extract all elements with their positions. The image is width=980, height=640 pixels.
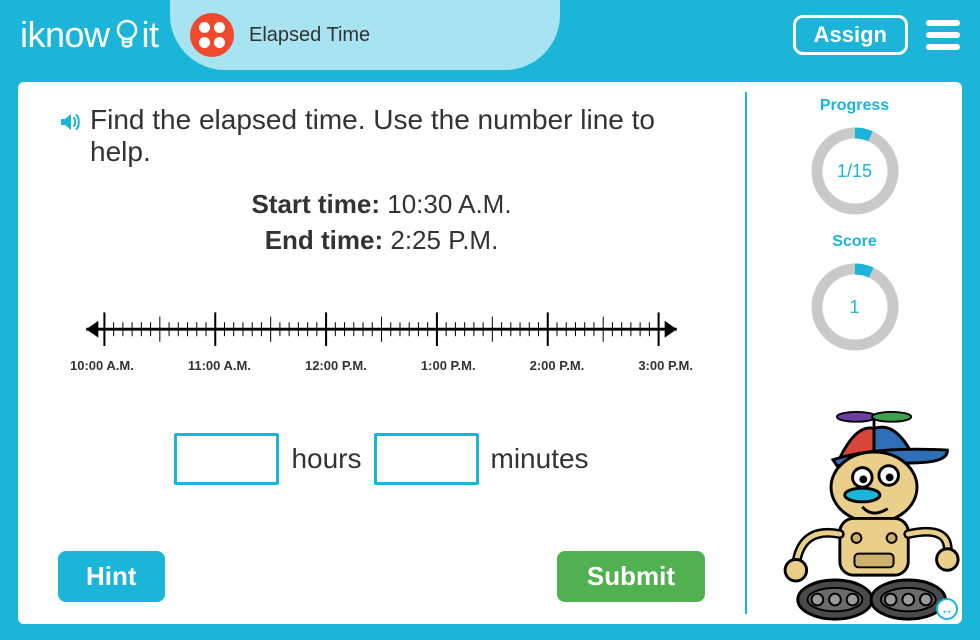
progress-ring: 1/15 bbox=[807, 123, 903, 219]
number-line-tick-label: 2:00 P.M. bbox=[530, 358, 585, 373]
number-line: 10:00 A.M. 11:00 A.M. 12:00 P.M. 1:00 P.M. 2… bbox=[68, 304, 695, 373]
number-line-tick-label: 12:00 P.M. bbox=[305, 358, 367, 373]
number-line-tick-label: 1:00 P.M. bbox=[421, 358, 476, 373]
sidebar: Progress 1/15 Score 1 bbox=[747, 82, 962, 624]
header: iknowit Elapsed Time Assign bbox=[0, 0, 980, 70]
logo-text-it: it bbox=[142, 14, 159, 56]
end-label: End time: bbox=[265, 225, 383, 255]
four-dots-icon[interactable] bbox=[190, 13, 234, 57]
end-value: 2:25 P.M. bbox=[390, 225, 498, 255]
hamburger-menu-icon[interactable] bbox=[926, 20, 960, 50]
header-right: Assign bbox=[793, 15, 960, 55]
number-line-labels: 10:00 A.M. 11:00 A.M. 12:00 P.M. 1:00 P.M. 2… bbox=[68, 358, 695, 373]
times-block: Start time: 10:30 A.M. End time: 2:25 P.… bbox=[58, 186, 705, 259]
number-line-tick-label: 10:00 A.M. bbox=[70, 358, 134, 373]
app-frame: iknowit Elapsed Time Assign Find the ela… bbox=[0, 0, 980, 640]
speaker-icon[interactable] bbox=[58, 110, 82, 168]
lesson-title-pill: Elapsed Time bbox=[170, 0, 560, 70]
progress-label: Progress bbox=[820, 97, 889, 115]
answer-row: hours minutes bbox=[58, 433, 705, 485]
logo-text-iknow: iknow bbox=[20, 14, 110, 56]
logo[interactable]: iknowit bbox=[20, 14, 159, 56]
submit-button[interactable]: Submit bbox=[557, 551, 705, 602]
number-line-tick-label: 11:00 A.M. bbox=[188, 358, 251, 373]
bottom-row: Hint Submit bbox=[58, 551, 705, 602]
hint-button[interactable]: Hint bbox=[58, 551, 165, 602]
robot-mascot bbox=[747, 409, 962, 624]
question-row: Find the elapsed time. Use the number li… bbox=[58, 104, 705, 168]
hours-label: hours bbox=[291, 443, 361, 475]
lesson-title: Elapsed Time bbox=[249, 24, 370, 47]
assign-button[interactable]: Assign bbox=[793, 15, 908, 55]
number-line-tick-label: 3:00 P.M. bbox=[638, 358, 693, 373]
main-panel: Find the elapsed time. Use the number li… bbox=[18, 82, 745, 624]
question-text: Find the elapsed time. Use the number li… bbox=[90, 104, 705, 168]
resize-icon[interactable]: ↔ bbox=[936, 598, 958, 620]
score-ring: 1 bbox=[807, 259, 903, 355]
minutes-input[interactable] bbox=[374, 433, 479, 485]
score-label: Score bbox=[832, 233, 876, 251]
hours-input[interactable] bbox=[174, 433, 279, 485]
start-label: Start time: bbox=[251, 189, 380, 219]
start-value: 10:30 A.M. bbox=[387, 189, 511, 219]
progress-value: 1/15 bbox=[807, 123, 903, 219]
score-value: 1 bbox=[807, 259, 903, 355]
lightbulb-icon bbox=[116, 18, 138, 52]
content-card: Find the elapsed time. Use the number li… bbox=[18, 82, 962, 624]
minutes-label: minutes bbox=[491, 443, 589, 475]
